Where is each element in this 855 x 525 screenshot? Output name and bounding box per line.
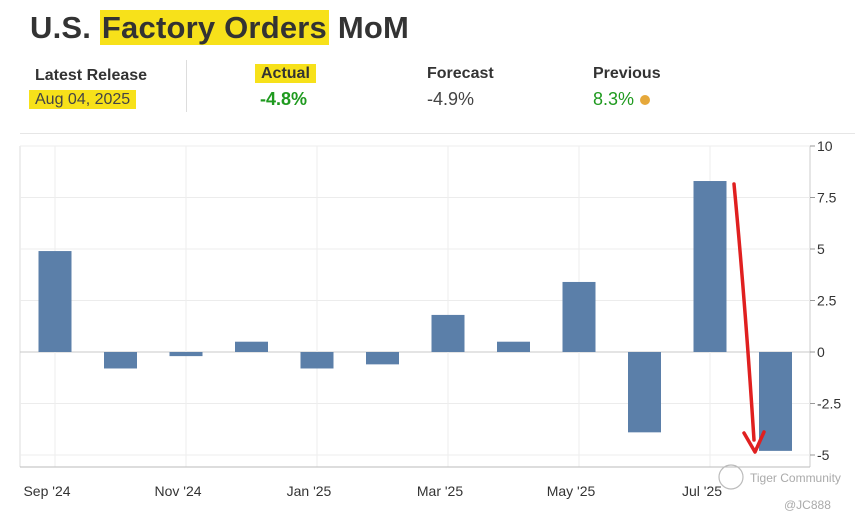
y-tick-label: 0 bbox=[817, 344, 825, 360]
x-tick-label: May '25 bbox=[547, 483, 596, 499]
previous-label: Previous bbox=[593, 65, 661, 82]
bar bbox=[366, 352, 399, 365]
x-tick-label: Sep '24 bbox=[23, 483, 70, 499]
latest-release-label: Latest Release bbox=[35, 67, 148, 84]
latest-release-date: Aug 04, 2025 bbox=[29, 90, 137, 109]
previous-value: 8.3% bbox=[593, 89, 651, 110]
y-tick-label: -2.5 bbox=[817, 396, 841, 412]
stats-panel: Latest Release Aug 04, 2025 Actual -4.8%… bbox=[0, 62, 855, 117]
watermark-handle: @JC888 bbox=[784, 498, 831, 512]
bar-layer bbox=[38, 181, 792, 451]
title-suffix: MoM bbox=[337, 10, 409, 45]
page-title: U.S. Factory Orders MoM bbox=[30, 10, 409, 46]
bar bbox=[169, 352, 203, 357]
bar bbox=[562, 281, 596, 352]
x-tick-label: Nov '24 bbox=[154, 483, 201, 499]
bar bbox=[431, 314, 465, 352]
bar bbox=[497, 341, 530, 352]
status-dot-icon bbox=[640, 95, 651, 106]
title-highlight: Factory Orders bbox=[99, 10, 329, 45]
forecast-label: Forecast bbox=[427, 65, 494, 82]
tiger-logo-icon bbox=[718, 464, 744, 490]
y-tick-label: 2.5 bbox=[817, 293, 837, 309]
forecast-value: -4.9% bbox=[427, 89, 475, 109]
x-tick-label: Jul '25 bbox=[682, 483, 722, 499]
bar bbox=[38, 251, 72, 352]
x-tick-label: Mar '25 bbox=[417, 483, 463, 499]
annotation-arrow bbox=[732, 182, 756, 442]
bar bbox=[693, 181, 727, 352]
stats-divider bbox=[186, 60, 187, 112]
y-tick-label: 10 bbox=[817, 138, 833, 154]
y-tick-label: -5 bbox=[817, 447, 830, 463]
bar bbox=[628, 352, 661, 433]
annotation-layer: Tiger Community @JC888 bbox=[718, 182, 841, 512]
watermark-brand: Tiger Community bbox=[750, 471, 841, 485]
actual-label: Actual bbox=[255, 64, 316, 83]
grid-layer bbox=[19, 145, 811, 467]
axis-layer: 10 7.5 5 2.5 0 -2.5 -5 Sep '24 Nov '24 Jan '25 Mar… bbox=[20, 138, 841, 499]
y-tick-label: 7.5 bbox=[817, 190, 837, 206]
bar bbox=[235, 341, 268, 352]
header-divider bbox=[20, 133, 855, 134]
actual-value: -4.8% bbox=[260, 89, 308, 109]
bar bbox=[300, 352, 334, 369]
bar bbox=[104, 352, 137, 369]
title-prefix: U.S. bbox=[30, 10, 92, 45]
annotation-arrow-head bbox=[742, 430, 766, 454]
x-tick-label: Jan '25 bbox=[287, 483, 332, 499]
y-tick-label: 5 bbox=[817, 241, 825, 257]
